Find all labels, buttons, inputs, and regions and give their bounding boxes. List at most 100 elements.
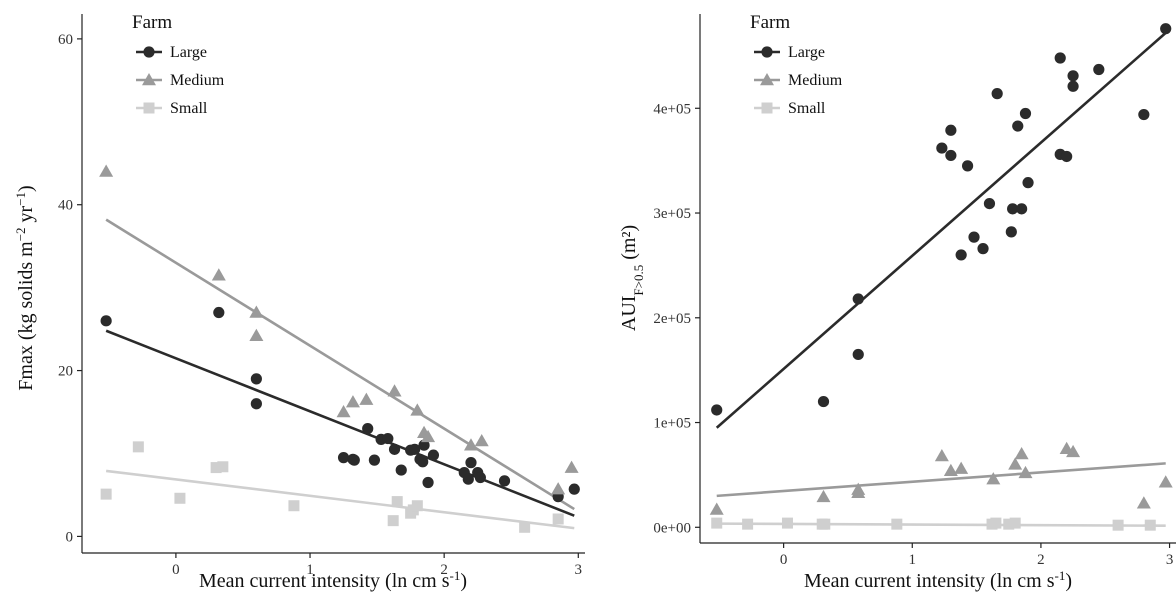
point-large [1012, 120, 1024, 132]
fit-line-medium [716, 462, 1166, 498]
point-medium [1158, 475, 1173, 488]
point-large [991, 88, 1003, 100]
x-tick-label: 1 [909, 552, 917, 568]
y-tick-label: 2e+05 [653, 311, 691, 327]
point-large [498, 475, 511, 487]
point-medium [986, 472, 1001, 485]
point-large [348, 454, 360, 466]
legend-label-small: Small [170, 100, 208, 117]
legend-key-circle-icon [143, 46, 155, 58]
y-tick-label: 3e+05 [653, 206, 691, 222]
point-medium [709, 502, 724, 515]
legend-key-triangle-icon [760, 73, 774, 86]
x-tick-label: 1 [306, 562, 314, 578]
legend-key-square-icon [143, 102, 155, 114]
point-small [552, 513, 564, 525]
legend-label-large: Large [170, 44, 207, 61]
legend-title: Farm [750, 12, 790, 33]
legend-title: Farm [132, 12, 172, 33]
x-axis-title: Mean current intensity (ln cm s-1) [199, 568, 467, 593]
point-large [382, 432, 394, 445]
y-tick-label: 20 [58, 364, 73, 380]
point-large [368, 454, 381, 466]
point-medium [211, 268, 226, 281]
point-medium [1066, 444, 1081, 458]
point-large [465, 457, 477, 469]
point-medium [851, 482, 866, 495]
point-medium [387, 384, 402, 397]
point-medium [954, 461, 969, 474]
point-medium [249, 328, 264, 341]
point-large [250, 398, 262, 410]
point-large [1061, 150, 1073, 163]
point-medium [359, 392, 374, 405]
legend-label-medium: Medium [170, 72, 225, 89]
legend: Farm Large Medium Small [132, 12, 225, 117]
point-large [936, 142, 948, 154]
point-small [1003, 518, 1015, 530]
legend: Farm Large Medium Small [750, 12, 843, 117]
point-medium [463, 438, 478, 451]
point-large [955, 249, 967, 261]
point-large [945, 149, 957, 162]
x-tick-label: 0 [780, 552, 788, 568]
point-small [781, 517, 793, 529]
point-large [968, 231, 980, 243]
point-small [742, 518, 754, 530]
point-large [213, 306, 225, 319]
point-large [462, 473, 474, 485]
legend-key-square-icon [761, 102, 773, 114]
point-medium [421, 429, 436, 443]
point-small [519, 521, 531, 533]
point-medium [1008, 457, 1023, 470]
point-large [427, 449, 440, 461]
point-large [1067, 70, 1079, 82]
y-tick-label: 40 [58, 198, 73, 214]
legend-label-medium: Medium [788, 72, 843, 89]
point-large [337, 452, 350, 464]
point-small [132, 441, 144, 453]
point-large [1054, 52, 1066, 64]
point-small [100, 488, 112, 500]
point-medium [816, 489, 831, 503]
y-tick-label: 0e+00 [653, 520, 691, 536]
point-large [711, 404, 723, 416]
x-tick-label: 3 [575, 562, 583, 578]
y-tick-label: 0 [66, 529, 74, 545]
x-tick-label: 2 [1037, 552, 1045, 568]
point-large [1019, 107, 1032, 120]
point-small [174, 492, 186, 504]
point-large [1138, 108, 1150, 121]
legend-label-small: Small [788, 100, 826, 117]
legend-label-large: Large [788, 44, 825, 61]
y-axis-title: Fmax (kg solids m−2 yr−1) [13, 185, 38, 390]
point-large [1160, 23, 1172, 35]
point-large [1016, 203, 1028, 215]
fmax-panel: 0 1 2 3 0 20 40 60 Mean current intensity (ln c… [13, 12, 585, 593]
point-large [409, 443, 421, 455]
point-small [891, 518, 903, 530]
point-large [1005, 226, 1017, 238]
point-medium [410, 403, 425, 416]
point-medium [1014, 446, 1029, 460]
y-tick-label: 1e+05 [653, 416, 691, 432]
x-tick-label: 0 [172, 562, 180, 578]
point-large [983, 198, 996, 210]
point-large [817, 395, 830, 408]
y-tick-label: 60 [58, 32, 73, 48]
point-large [418, 439, 430, 451]
point-medium [1018, 465, 1033, 479]
legend-key-triangle-icon [142, 73, 156, 86]
point-large [852, 293, 864, 305]
point-large [417, 456, 429, 468]
point-small [1112, 519, 1124, 531]
point-small [1144, 519, 1156, 531]
point-large [388, 443, 401, 455]
fit-line-small [105, 469, 575, 530]
point-large [250, 373, 262, 385]
point-medium [249, 305, 264, 318]
fit-line-large [105, 329, 575, 517]
point-large [100, 315, 112, 327]
point-medium [336, 405, 351, 418]
point-large [1007, 203, 1019, 215]
